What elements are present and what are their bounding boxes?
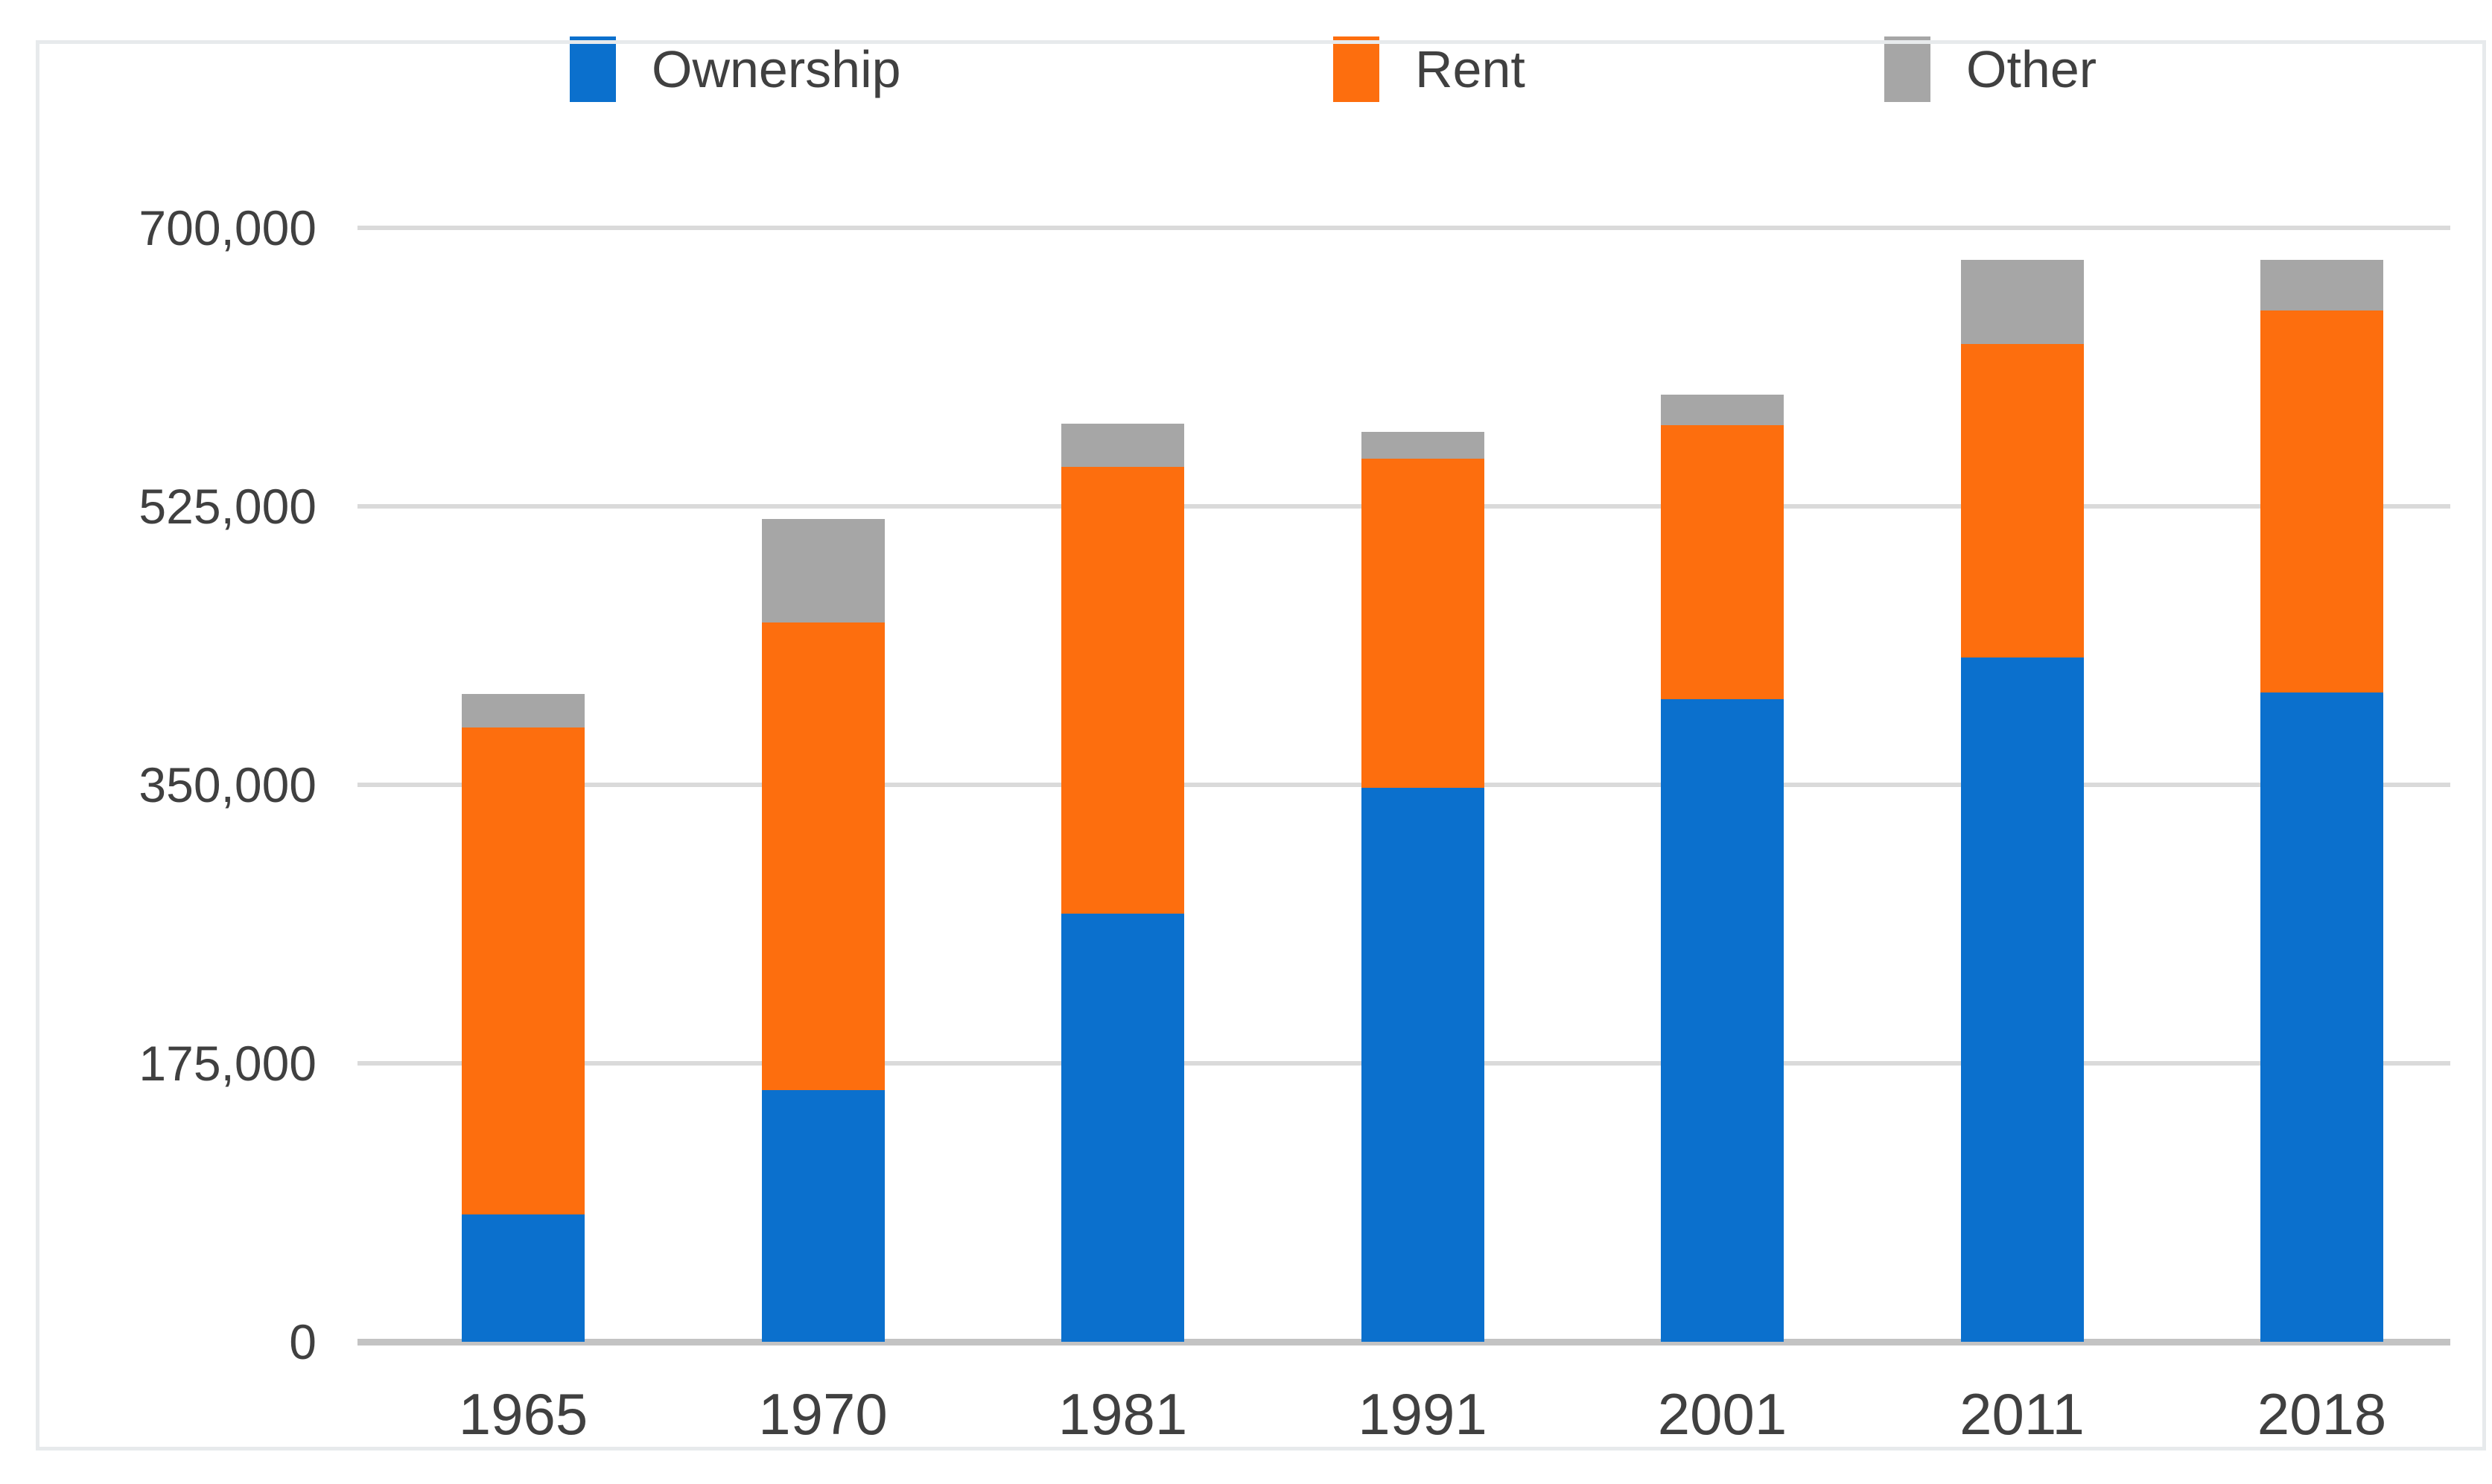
legend-item-ownership: Ownership xyxy=(570,28,901,110)
x-axis-tick-label: 1981 xyxy=(1058,1381,1188,1447)
bar-2011-segment-other xyxy=(1960,259,2084,344)
bar-1991-segment-rent xyxy=(1361,458,1484,789)
gridline-700000 xyxy=(357,226,2450,230)
bar-1965-segment-rent xyxy=(462,727,585,1215)
bar-1970-segment-ownership xyxy=(761,1090,885,1342)
legend-label-ownership: Ownership xyxy=(652,40,901,98)
ownership-swatch-icon xyxy=(570,36,616,102)
bar-2001 xyxy=(1661,0,1784,1342)
other-swatch-icon xyxy=(1884,36,1930,102)
y-axis-tick-label: 525,000 xyxy=(139,479,317,534)
legend-label-rent: Rent xyxy=(1415,40,1525,98)
bar-2018-segment-rent xyxy=(2260,311,2383,693)
y-axis-tick-label: 700,000 xyxy=(139,200,317,255)
bar-1981 xyxy=(1061,0,1184,1342)
bar-1991-segment-ownership xyxy=(1361,788,1484,1342)
bar-1991-segment-other xyxy=(1361,431,1484,459)
gridline-0 xyxy=(357,1339,2450,1346)
chart-legend: Ownership Rent Other xyxy=(0,28,2492,110)
bar-1970-segment-rent xyxy=(761,622,885,1091)
x-axis-tick-label: 2011 xyxy=(1959,1381,2085,1447)
x-axis-tick-label: 1970 xyxy=(758,1381,888,1447)
bar-1970-segment-other xyxy=(761,519,885,622)
bar-1965-segment-ownership xyxy=(462,1214,585,1342)
bar-1981-segment-ownership xyxy=(1061,914,1184,1342)
bar-1991 xyxy=(1361,0,1484,1342)
bar-2011-segment-rent xyxy=(1960,344,2084,658)
x-axis-tick-label: 1991 xyxy=(1358,1381,1487,1447)
bar-2011 xyxy=(1960,0,2084,1342)
legend-item-rent: Rent xyxy=(1333,28,1525,110)
rent-swatch-icon xyxy=(1333,36,1379,102)
x-axis-tick-label: 2018 xyxy=(2257,1381,2387,1447)
bar-2011-segment-ownership xyxy=(1960,657,2084,1342)
y-axis-tick-label: 175,000 xyxy=(139,1036,317,1091)
y-axis-tick-label: 350,000 xyxy=(139,757,317,812)
bar-2018-segment-ownership xyxy=(2260,692,2383,1342)
x-axis-tick-label: 2001 xyxy=(1657,1381,1787,1447)
bar-2001-segment-other xyxy=(1661,395,1784,425)
bar-1965-segment-other xyxy=(462,694,585,728)
legend-label-other: Other xyxy=(1966,40,2097,98)
bar-2001-segment-ownership xyxy=(1661,698,1784,1342)
bar-2001-segment-rent xyxy=(1661,425,1784,699)
bar-1981-segment-rent xyxy=(1061,466,1184,914)
y-axis-tick-label: 0 xyxy=(289,1314,317,1369)
legend-item-other: Other xyxy=(1884,28,2097,110)
bar-1965 xyxy=(462,0,585,1342)
bar-2018 xyxy=(2260,0,2383,1342)
x-axis-tick-label: 1965 xyxy=(458,1381,588,1447)
bar-2018-segment-other xyxy=(2260,259,2383,311)
bar-1970 xyxy=(761,0,885,1342)
bar-1981-segment-other xyxy=(1061,423,1184,467)
